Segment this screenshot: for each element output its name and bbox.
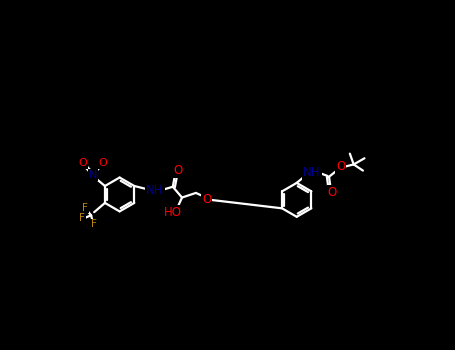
Text: O: O: [336, 160, 345, 173]
Text: HO: HO: [164, 206, 182, 219]
Text: O: O: [98, 158, 107, 168]
Text: F: F: [82, 203, 88, 212]
Text: O: O: [202, 193, 211, 205]
Text: F: F: [91, 219, 97, 230]
Text: F: F: [79, 214, 85, 223]
Text: NH: NH: [303, 166, 321, 178]
Text: O: O: [328, 187, 337, 199]
Text: N: N: [88, 170, 97, 180]
Text: O: O: [78, 158, 87, 168]
Text: NH: NH: [147, 184, 164, 197]
Text: O: O: [173, 164, 183, 177]
